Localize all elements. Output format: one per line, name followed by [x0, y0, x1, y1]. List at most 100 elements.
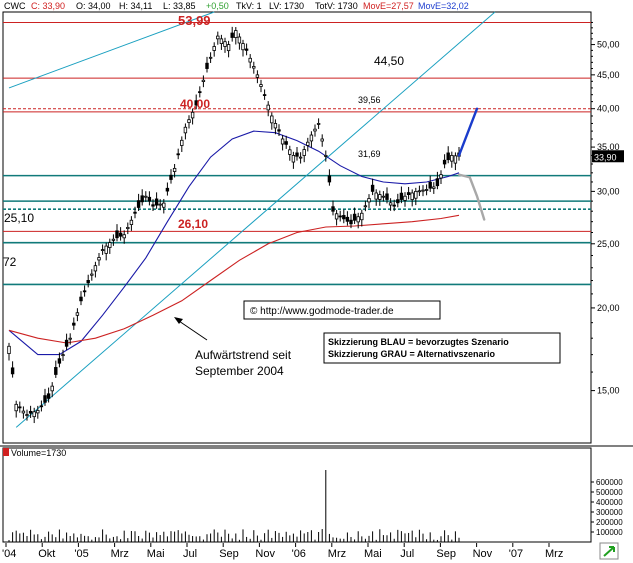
- price-bar-body: [241, 43, 245, 51]
- price-bar-body: [72, 322, 76, 326]
- price-tick-label: 25,00: [597, 239, 620, 249]
- price-bar-body: [334, 213, 339, 220]
- price-bar-body: [111, 238, 116, 241]
- price-bar-body: [270, 115, 274, 124]
- trend-annotation-line2: September 2004: [195, 364, 284, 378]
- price-bar-body: [118, 232, 123, 237]
- price-bar-body: [273, 123, 278, 129]
- price-bar-body: [158, 203, 162, 206]
- price-bar-body: [450, 155, 454, 162]
- price-bar-body: [360, 212, 364, 221]
- price-bar-body: [370, 184, 375, 192]
- level-26-label: 26,10: [178, 217, 208, 231]
- price-bar-body: [212, 46, 216, 51]
- price-bar-body: [64, 339, 69, 347]
- price-bar-body: [324, 155, 328, 157]
- moving-average-line: [8, 130, 460, 356]
- price-bar-body: [302, 149, 306, 156]
- price-bar-body: [255, 74, 260, 78]
- price-bar-body: [208, 56, 213, 59]
- x-axis-label: Mrz: [111, 548, 129, 560]
- price-tick-label: 50,00: [597, 40, 620, 50]
- price-bar-body: [428, 181, 432, 189]
- price-tick-label: 15,00: [597, 386, 620, 396]
- current-price-box: [592, 150, 624, 163]
- price-panel-frame: [2, 11, 592, 444]
- price-bar-body: [435, 178, 440, 187]
- price-bar-body: [75, 312, 80, 316]
- price-bar-body: [133, 211, 137, 214]
- price-bar-body: [421, 189, 425, 192]
- header-tkv: TkV: 1: [236, 1, 262, 11]
- header-totv: TotV: 1730: [315, 1, 358, 11]
- trend-arrow-head: [174, 317, 183, 324]
- price-bar-body: [219, 38, 224, 44]
- price-tick-label: 40,00: [597, 104, 620, 114]
- price-bar-body: [187, 119, 191, 123]
- price-bar-body: [61, 354, 65, 357]
- volume-tick-label: 100000: [596, 528, 623, 537]
- price-bar-body: [388, 202, 393, 206]
- volume-label: Volume=1730: [11, 448, 66, 458]
- price-bar-body: [262, 94, 267, 96]
- price-bar-body: [259, 84, 263, 87]
- price-bar-body: [14, 403, 18, 412]
- price-bar-body: [442, 159, 447, 165]
- level-72-label: 72: [3, 255, 17, 269]
- price-tick-label: 20,00: [597, 303, 620, 313]
- price-bar-body: [352, 213, 357, 221]
- x-axis-label: '04: [2, 548, 16, 560]
- price-bar-body: [68, 337, 72, 340]
- price-bar-body: [295, 152, 299, 157]
- header-ma-slow: MovE=32,02: [418, 1, 469, 11]
- price-bar-body: [453, 155, 458, 164]
- level-25-label: 25,10: [4, 211, 34, 225]
- x-axis-label: Okt: [38, 548, 55, 560]
- price-bar-body: [266, 104, 270, 111]
- price-bar-body: [309, 134, 314, 142]
- price-bar-body: [410, 192, 414, 200]
- price-bar-body: [46, 393, 51, 399]
- header-high: H: 34,11: [119, 1, 153, 11]
- trend-channel-line: [15, 11, 496, 428]
- price-bar-body: [237, 36, 242, 44]
- price-bar-body: [136, 200, 141, 208]
- price-bar-body: [223, 41, 227, 47]
- scenario-blue-text: Skizzierung BLAU = bevorzugtes Szenario: [328, 337, 509, 347]
- x-axis-label: Sep: [436, 548, 456, 560]
- price-bar-body: [201, 79, 206, 82]
- level-39-label: 39,56: [358, 95, 381, 105]
- price-bar-body: [392, 204, 396, 207]
- price-bar-body: [10, 367, 15, 375]
- price-bar-body: [90, 273, 94, 276]
- price-bar-body: [165, 187, 170, 192]
- volume-tick-label: 500000: [596, 488, 623, 497]
- price-bar-body: [313, 128, 317, 132]
- trend-arrow-line: [175, 318, 208, 341]
- price-bar-body: [216, 35, 220, 40]
- x-axis-label: Mrz: [328, 548, 346, 560]
- trend-channel-line: [8, 11, 215, 89]
- price-bar-body: [349, 219, 353, 225]
- price-bar-body: [226, 44, 231, 52]
- price-bar-body: [356, 216, 360, 223]
- price-bar-body: [43, 395, 47, 403]
- price-bar-body: [97, 257, 101, 261]
- price-bar-body: [154, 198, 159, 206]
- price-bar-body: [93, 265, 98, 272]
- trend-annotation-line1: Aufwärtstrend seit: [195, 348, 292, 362]
- price-bar-body: [396, 199, 400, 204]
- price-bar-body: [162, 202, 166, 208]
- volume-marker: [3, 448, 9, 456]
- level-40-label: 40,00: [180, 97, 210, 111]
- price-bar-body: [180, 139, 184, 146]
- current-price-label: 33,90: [594, 152, 617, 162]
- header-symbol: CWC: [4, 1, 26, 11]
- price-bar-body: [327, 175, 332, 183]
- price-bar-body: [144, 195, 148, 198]
- header-lv: LV: 1730: [269, 1, 305, 11]
- price-bar-body: [183, 126, 188, 134]
- volume-tick-label: 200000: [596, 518, 623, 527]
- x-axis-label: '06: [292, 548, 306, 560]
